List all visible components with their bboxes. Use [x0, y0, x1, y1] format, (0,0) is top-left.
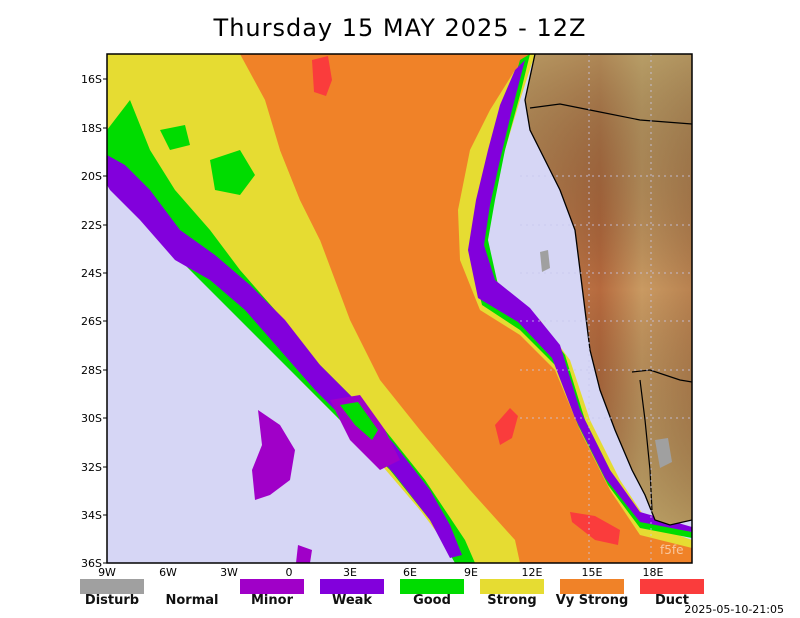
- duct-patch-south: [570, 512, 620, 545]
- minor-patch-south: [252, 410, 295, 500]
- duct-patch-north: [312, 56, 332, 96]
- legend-label-normal: Normal: [165, 593, 219, 608]
- lat-label-28s: 28S: [81, 364, 102, 377]
- lat-label-36s: 36S: [81, 557, 102, 570]
- legend-swatch-disturb: [80, 579, 144, 594]
- lon-label-6w: 6W: [159, 566, 177, 579]
- lat-label-34s: 34S: [81, 509, 102, 522]
- disturb-patch-1: [540, 250, 550, 272]
- lon-label-12e: 12E: [521, 566, 543, 579]
- weak-region-west: [107, 155, 462, 558]
- legend-label-weak: Weak: [331, 593, 373, 608]
- legend-label-duct: Duct: [655, 593, 689, 608]
- lon-label-6e: 6E: [403, 566, 417, 579]
- legend-label-strong: Strong: [487, 593, 537, 608]
- lat-label-18s: 18S: [81, 122, 102, 135]
- lat-label-20s: 20S: [81, 170, 102, 183]
- legend-swatch-good: [400, 579, 464, 594]
- lon-label-3w: 3W: [220, 566, 238, 579]
- legend-swatch-strong: [480, 579, 544, 594]
- watermark: f5fe: [660, 543, 684, 557]
- legend-swatch-weak: [320, 579, 384, 594]
- lon-label-9w: 9W: [98, 566, 116, 579]
- good-patch-1: [210, 150, 255, 195]
- timestamp: 2025-05-10-21:05: [684, 603, 784, 616]
- lon-label-3e: 3E: [343, 566, 357, 579]
- country-border-north: [529, 103, 692, 125]
- country-border-south: [631, 369, 692, 383]
- country-border-east: [639, 379, 653, 511]
- legend-swatch-minor: [240, 579, 304, 594]
- legend-swatch-duct: [640, 579, 704, 594]
- lat-label-30s: 30S: [81, 412, 102, 425]
- good-patch-2: [160, 125, 190, 150]
- lat-label-16s: 16S: [81, 73, 102, 86]
- map-frame: [106, 53, 693, 564]
- land-shade: [525, 54, 692, 525]
- coastline: [524, 54, 692, 526]
- disturb-patch-2: [655, 438, 672, 468]
- lon-label-18e: 18E: [642, 566, 664, 579]
- strong-region-west: [107, 54, 520, 563]
- lon-label-0: 0: [285, 566, 293, 579]
- lat-label-26s: 26S: [81, 315, 102, 328]
- legend-label-minor: Minor: [251, 593, 293, 608]
- lat-label-32s: 32S: [81, 461, 102, 474]
- weak-region-east: [468, 60, 692, 532]
- lat-label-22s: 22S: [81, 219, 102, 232]
- good-inner-west: [340, 402, 378, 440]
- legend-label-vy-strong: Vy Strong: [555, 593, 629, 608]
- lat-label-24s: 24S: [81, 267, 102, 280]
- lon-label-15e: 15E: [581, 566, 603, 579]
- lon-label-9e: 9E: [464, 566, 478, 579]
- legend-swatch-vy-strong: [560, 579, 624, 594]
- legend-swatch-normal: [160, 579, 224, 594]
- legend-label-good: Good: [413, 593, 451, 608]
- legend-label-disturb: Disturb: [84, 593, 140, 608]
- minor-patch-bottom: [296, 545, 312, 563]
- duct-patch-mid: [495, 408, 518, 445]
- strong-region-inner: [280, 120, 330, 240]
- map-title: Thursday 15 MAY 2025 - 12Z: [213, 14, 587, 42]
